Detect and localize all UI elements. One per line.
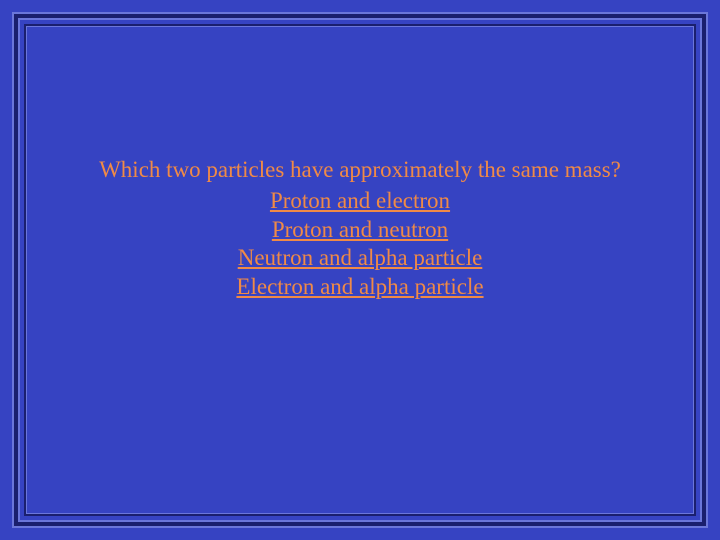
slide: Which two particles have approximately t…	[0, 0, 720, 540]
outer-frame: Which two particles have approximately t…	[14, 14, 706, 526]
answer-option-3[interactable]: Neutron and alpha particle	[46, 244, 674, 273]
question-text: Which two particles have approximately t…	[46, 156, 674, 185]
answer-option-4[interactable]: Electron and alpha particle	[46, 273, 674, 302]
answer-option-2[interactable]: Proton and neutron	[46, 216, 674, 245]
content-area: Which two particles have approximately t…	[26, 156, 694, 302]
answer-option-1[interactable]: Proton and electron	[46, 187, 674, 216]
inner-frame: Which two particles have approximately t…	[24, 24, 696, 516]
answer-list: Proton and electron Proton and neutron N…	[46, 187, 674, 302]
